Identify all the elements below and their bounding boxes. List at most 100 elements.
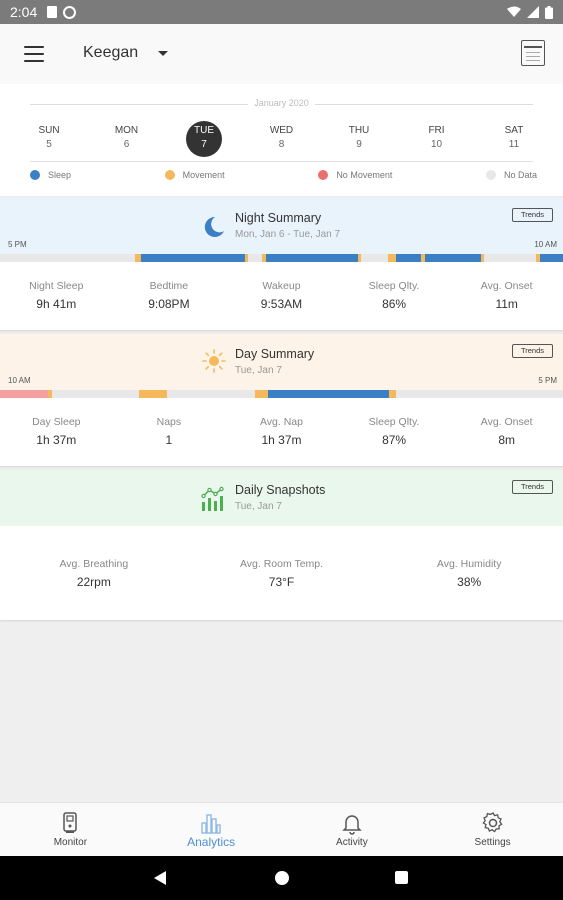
home-icon[interactable] [275,871,289,885]
calendar-icon[interactable] [521,40,545,66]
stat-item: Night Sleep 9h 41m [0,280,113,311]
user-selector[interactable]: Keegan [83,44,139,61]
stat-label: Naps [156,416,182,428]
stat-value: 86% [382,297,407,311]
stat-label: Day Sleep [32,416,81,428]
recents-icon[interactable] [395,871,408,884]
day-sat[interactable]: SAT 11 [479,122,549,158]
movement-segment [255,390,268,398]
day-sun[interactable]: SUN 5 [14,122,84,158]
stat-label: Avg. Nap [259,416,303,428]
day-trends-button[interactable]: Trends [512,344,553,358]
day-thu[interactable]: THU 9 [324,122,394,158]
stat-value: 8m [498,433,515,447]
nav-settings[interactable]: Settings [422,803,563,856]
stat-item: Naps 1 [113,416,226,447]
sleep-segment [425,254,481,262]
day-summary-card[interactable]: Day Summary Tue, Jan 7 Trends 10 AM 5 PM… [0,334,563,466]
nav-analytics[interactable]: Analytics [141,803,282,856]
night-sleep-timeline [0,254,563,262]
movement-segment [245,254,248,262]
day-number: 9 [356,139,362,150]
stat-item: Bedtime 9:08PM [113,280,226,311]
stat-label: Avg. Humidity [436,558,502,570]
stat-item: Sleep Qlty. 87% [338,416,451,447]
stat-value: 1 [165,433,173,447]
legend-dot [318,170,329,180]
bar-chart-icon [201,486,224,511]
stat-value: 1h 37m [36,433,77,447]
legend-item: Movement [164,170,225,180]
bottom-nav: Monitor Analytics Activity Settings [0,802,563,856]
sleep-segment [268,390,389,398]
snapshots-trends-button[interactable]: Trends [512,480,553,494]
stat-value: 73°F [268,575,295,589]
stat-value: 22rpm [76,575,111,589]
night-summary-card[interactable]: Night Summary Mon, Jan 6 - Tue, Jan 7 Tr… [0,198,563,330]
day-mon[interactable]: MON 6 [92,122,162,158]
day-wed[interactable]: WED 8 [247,122,317,158]
legend: Sleep Movement No Movement No Data [30,170,537,180]
legend-item: No Movement [318,170,392,180]
wifi-icon [507,6,521,17]
day-fri[interactable]: FRI 10 [402,122,472,158]
sleep-segment [141,254,245,262]
legend-dot [485,170,496,180]
movement-segment [262,254,266,262]
stat-value: 38% [457,575,482,589]
day-number: 10 [430,139,443,150]
nav-activity[interactable]: Activity [282,803,423,856]
day-number: 11 [508,139,520,150]
stat-item: Day Sleep 1h 37m [0,416,113,447]
day-name: MON [114,125,139,136]
legend-label: Sleep [48,170,72,180]
day-name: TUE [194,125,214,136]
day-tue[interactable]: TUE 7 [169,121,239,158]
legend-item: Sleep [30,170,71,180]
movement-segment [481,254,484,262]
stat-label: Avg. Onset [480,416,533,428]
daily-snapshots-card[interactable]: Daily Snapshots Tue, Jan 7 Trends Avg. B… [0,470,563,620]
night-trends-button[interactable]: Trends [512,208,553,222]
daily-snapshots-header: Daily Snapshots Tue, Jan 7 Trends [0,470,563,526]
day-name: WED [269,125,294,136]
battery-icon [545,5,553,19]
stat-label: Sleep Qlty. [368,416,420,428]
movement-segment [388,254,396,262]
day-number: 5 [46,139,52,150]
stat-label: Bedtime [149,280,189,292]
day-list: SUN 5 MON 6 TUE 7 WED 8 THU 9 FRI 10 SAT 11 [14,121,549,158]
daily-snapshots-title: Daily Snapshots [235,483,326,497]
day-number: 8 [278,139,285,150]
stat-item: Avg. Onset 8m [450,416,563,447]
nav-label: Monitor [53,837,88,848]
night-time-start: 5 PM [8,240,27,249]
menu-icon[interactable] [24,46,44,62]
legend-label: No Data [503,170,537,180]
movement-segment [536,254,540,262]
nav-monitor[interactable]: Monitor [0,803,141,856]
day-name: FRI [428,125,445,136]
sd-card-icon [47,6,58,18]
sun-icon [202,349,226,373]
sleep-segment [266,254,358,262]
caret-down-icon[interactable] [158,51,168,56]
night-summary-title: Night Summary [235,211,322,225]
week-divider [30,161,533,162]
back-icon[interactable] [154,871,166,885]
day-name: SUN [38,125,60,136]
stat-item: Avg. Nap 1h 37m [225,416,338,447]
movement-segment [421,254,425,262]
night-time-end: 10 AM [534,240,557,249]
movement-segment [389,390,396,398]
movement-segment [139,390,167,398]
app-bar: Keegan [0,24,563,84]
stat-item: Sleep Qlty. 86% [338,280,451,311]
stat-label: Sleep Qlty. [368,280,420,292]
month-label: January 2020 [248,98,315,108]
week-selector: January 2020 SUN 5 MON 6 TUE 7 WED 8 THU 9 FRI 10 SA… [0,84,563,196]
stat-item: Avg. Breathing 22rpm [0,558,188,589]
daily-snapshots-subtitle: Tue, Jan 7 [235,501,282,512]
stat-value: 87% [382,433,407,447]
movement-segment [358,254,361,262]
